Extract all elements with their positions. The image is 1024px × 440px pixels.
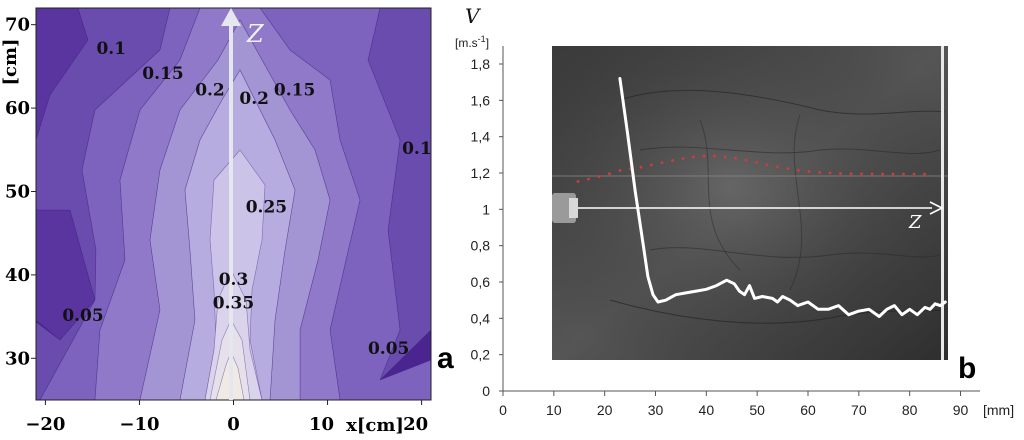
contour-labels: 0.10.150.2 0.2 0.150.10.250.30.350.050.05 (62, 39, 431, 359)
panel-label-b: b (958, 352, 976, 385)
y-tick-label: 0,6 (471, 274, 491, 290)
red-trace-dot (818, 171, 821, 174)
y-tick-label: 0 (482, 383, 490, 399)
red-trace-dot (797, 168, 800, 172)
x-tick-label: 10 (546, 402, 562, 418)
y-tick-label: 0,2 (471, 347, 491, 363)
red-trace-dot (639, 165, 643, 169)
red-trace-dot (713, 154, 716, 158)
x-tick-label: 30 (648, 402, 664, 418)
panel-b-velocity-plot: Z 0 0,2 0,4 0,6 0,8 1 1,2 1,4 1,6 1,8 0 10 20 30 40 50… (455, 4, 1014, 418)
red-trace-dot (765, 163, 769, 167)
y-axis-label-b: V (465, 4, 482, 28)
x-tick-label: −20 (25, 414, 65, 435)
x-tick-label: 90 (953, 402, 969, 418)
y-tick-labels-a: 30 40 50 60 70 (5, 15, 36, 369)
red-trace-dot (608, 172, 611, 176)
contour-label: 0.1 (402, 139, 432, 159)
y-tick-label: 30 (5, 348, 30, 369)
y-tick-label: 0,4 (471, 310, 491, 326)
red-trace-dot (576, 180, 580, 183)
z-axis-label-b: Z (908, 212, 922, 233)
y-tick-label: 1,4 (471, 129, 491, 145)
x-tick-label: 80 (902, 402, 918, 418)
y-tick-label: 70 (5, 15, 30, 36)
red-trace-dot (618, 169, 622, 172)
x-tick-label: 0 (499, 402, 507, 418)
red-trace-dot (776, 165, 779, 169)
contour-label: 0.3 (219, 270, 249, 290)
red-trace-dot (671, 159, 674, 162)
red-trace-dot (650, 163, 653, 167)
red-trace-dot (849, 172, 853, 176)
x-tick-label: 20 (403, 414, 428, 435)
red-trace-dot (912, 172, 916, 176)
red-trace-dot (755, 161, 758, 164)
y-tick-label: 1,2 (471, 165, 491, 181)
contour-label: 0.35 (213, 293, 254, 313)
x-tick-label: 70 (851, 402, 867, 418)
y-axis-label-a: [cm] (0, 38, 21, 85)
red-trace-dot (734, 156, 737, 160)
y-tick-label: 1,6 (471, 92, 491, 108)
x-axis-label-a: x[cm] (346, 415, 404, 436)
contour-fill (36, 8, 431, 400)
x-tick-label: −10 (119, 414, 159, 435)
red-trace-dot (587, 177, 590, 181)
z-axis-arrow (221, 8, 241, 400)
red-trace-dot (692, 155, 695, 159)
red-trace-dot (902, 172, 905, 176)
y-tick-label: 1,8 (471, 56, 491, 72)
y-tick-label: 0,8 (471, 238, 491, 254)
x-tick-label: 40 (699, 402, 715, 418)
contour-label: 0.15 (274, 81, 315, 101)
y-tick-label: 50 (5, 181, 30, 202)
red-trace-dot (828, 171, 832, 175)
y-unit-b: [m.s-1] (455, 34, 489, 50)
background-photo (552, 46, 948, 360)
red-trace-dot (807, 170, 811, 173)
red-trace-dot (723, 155, 727, 159)
y-tick-label: 60 (5, 98, 30, 119)
red-trace-dot (839, 172, 842, 175)
contour-label: 0.15 (142, 64, 183, 84)
velocity-series-line (618, 77, 947, 318)
red-trace-dot (702, 154, 706, 158)
red-trace-dot (786, 167, 790, 171)
red-trace-dot (681, 157, 685, 160)
z-axis-label: Z (246, 20, 265, 48)
red-trace-dot (597, 175, 601, 178)
contour-label: 0.1 (96, 39, 126, 59)
panel-a-contour-plot: Z 0.10.150.2 0.2 0.150.10.250.30.350.050.0… (0, 7, 454, 436)
x-tick-label: 0 (227, 414, 240, 435)
panel-label-a: a (437, 342, 454, 375)
contour-label: 0.2 (239, 89, 269, 109)
contour-label: 0.05 (62, 306, 103, 326)
y-tick-label: 40 (5, 265, 30, 286)
red-trace-dot (891, 172, 895, 176)
red-trace-dot (860, 172, 863, 176)
x-tick-label: 60 (800, 402, 816, 418)
x-tick-label: 50 (749, 402, 765, 418)
red-trace-dot (744, 158, 748, 162)
red-trace-dot (870, 172, 874, 176)
y-tick-labels-b: 0 0,2 0,4 0,6 0,8 1 1,2 1,4 1,6 1,8 (471, 56, 503, 399)
x-tick-label: 20 (597, 402, 613, 418)
x-tick-label: 10 (309, 414, 334, 435)
contour-label: 0.2 (195, 81, 225, 101)
x-tick-labels-a: −20 −10 0 10 20 (25, 400, 428, 435)
x-unit-b: [mm] (983, 402, 1014, 418)
red-trace-dot (923, 172, 926, 176)
red-trace-dot (660, 161, 664, 165)
y-tick-label: 1 (482, 201, 490, 217)
contour-label: 0.05 (368, 339, 409, 359)
red-trace-dot (881, 172, 884, 176)
x-tick-labels-b: 0 10 20 30 40 50 60 70 80 90 (499, 391, 968, 418)
contour-label: 0.25 (246, 197, 287, 217)
